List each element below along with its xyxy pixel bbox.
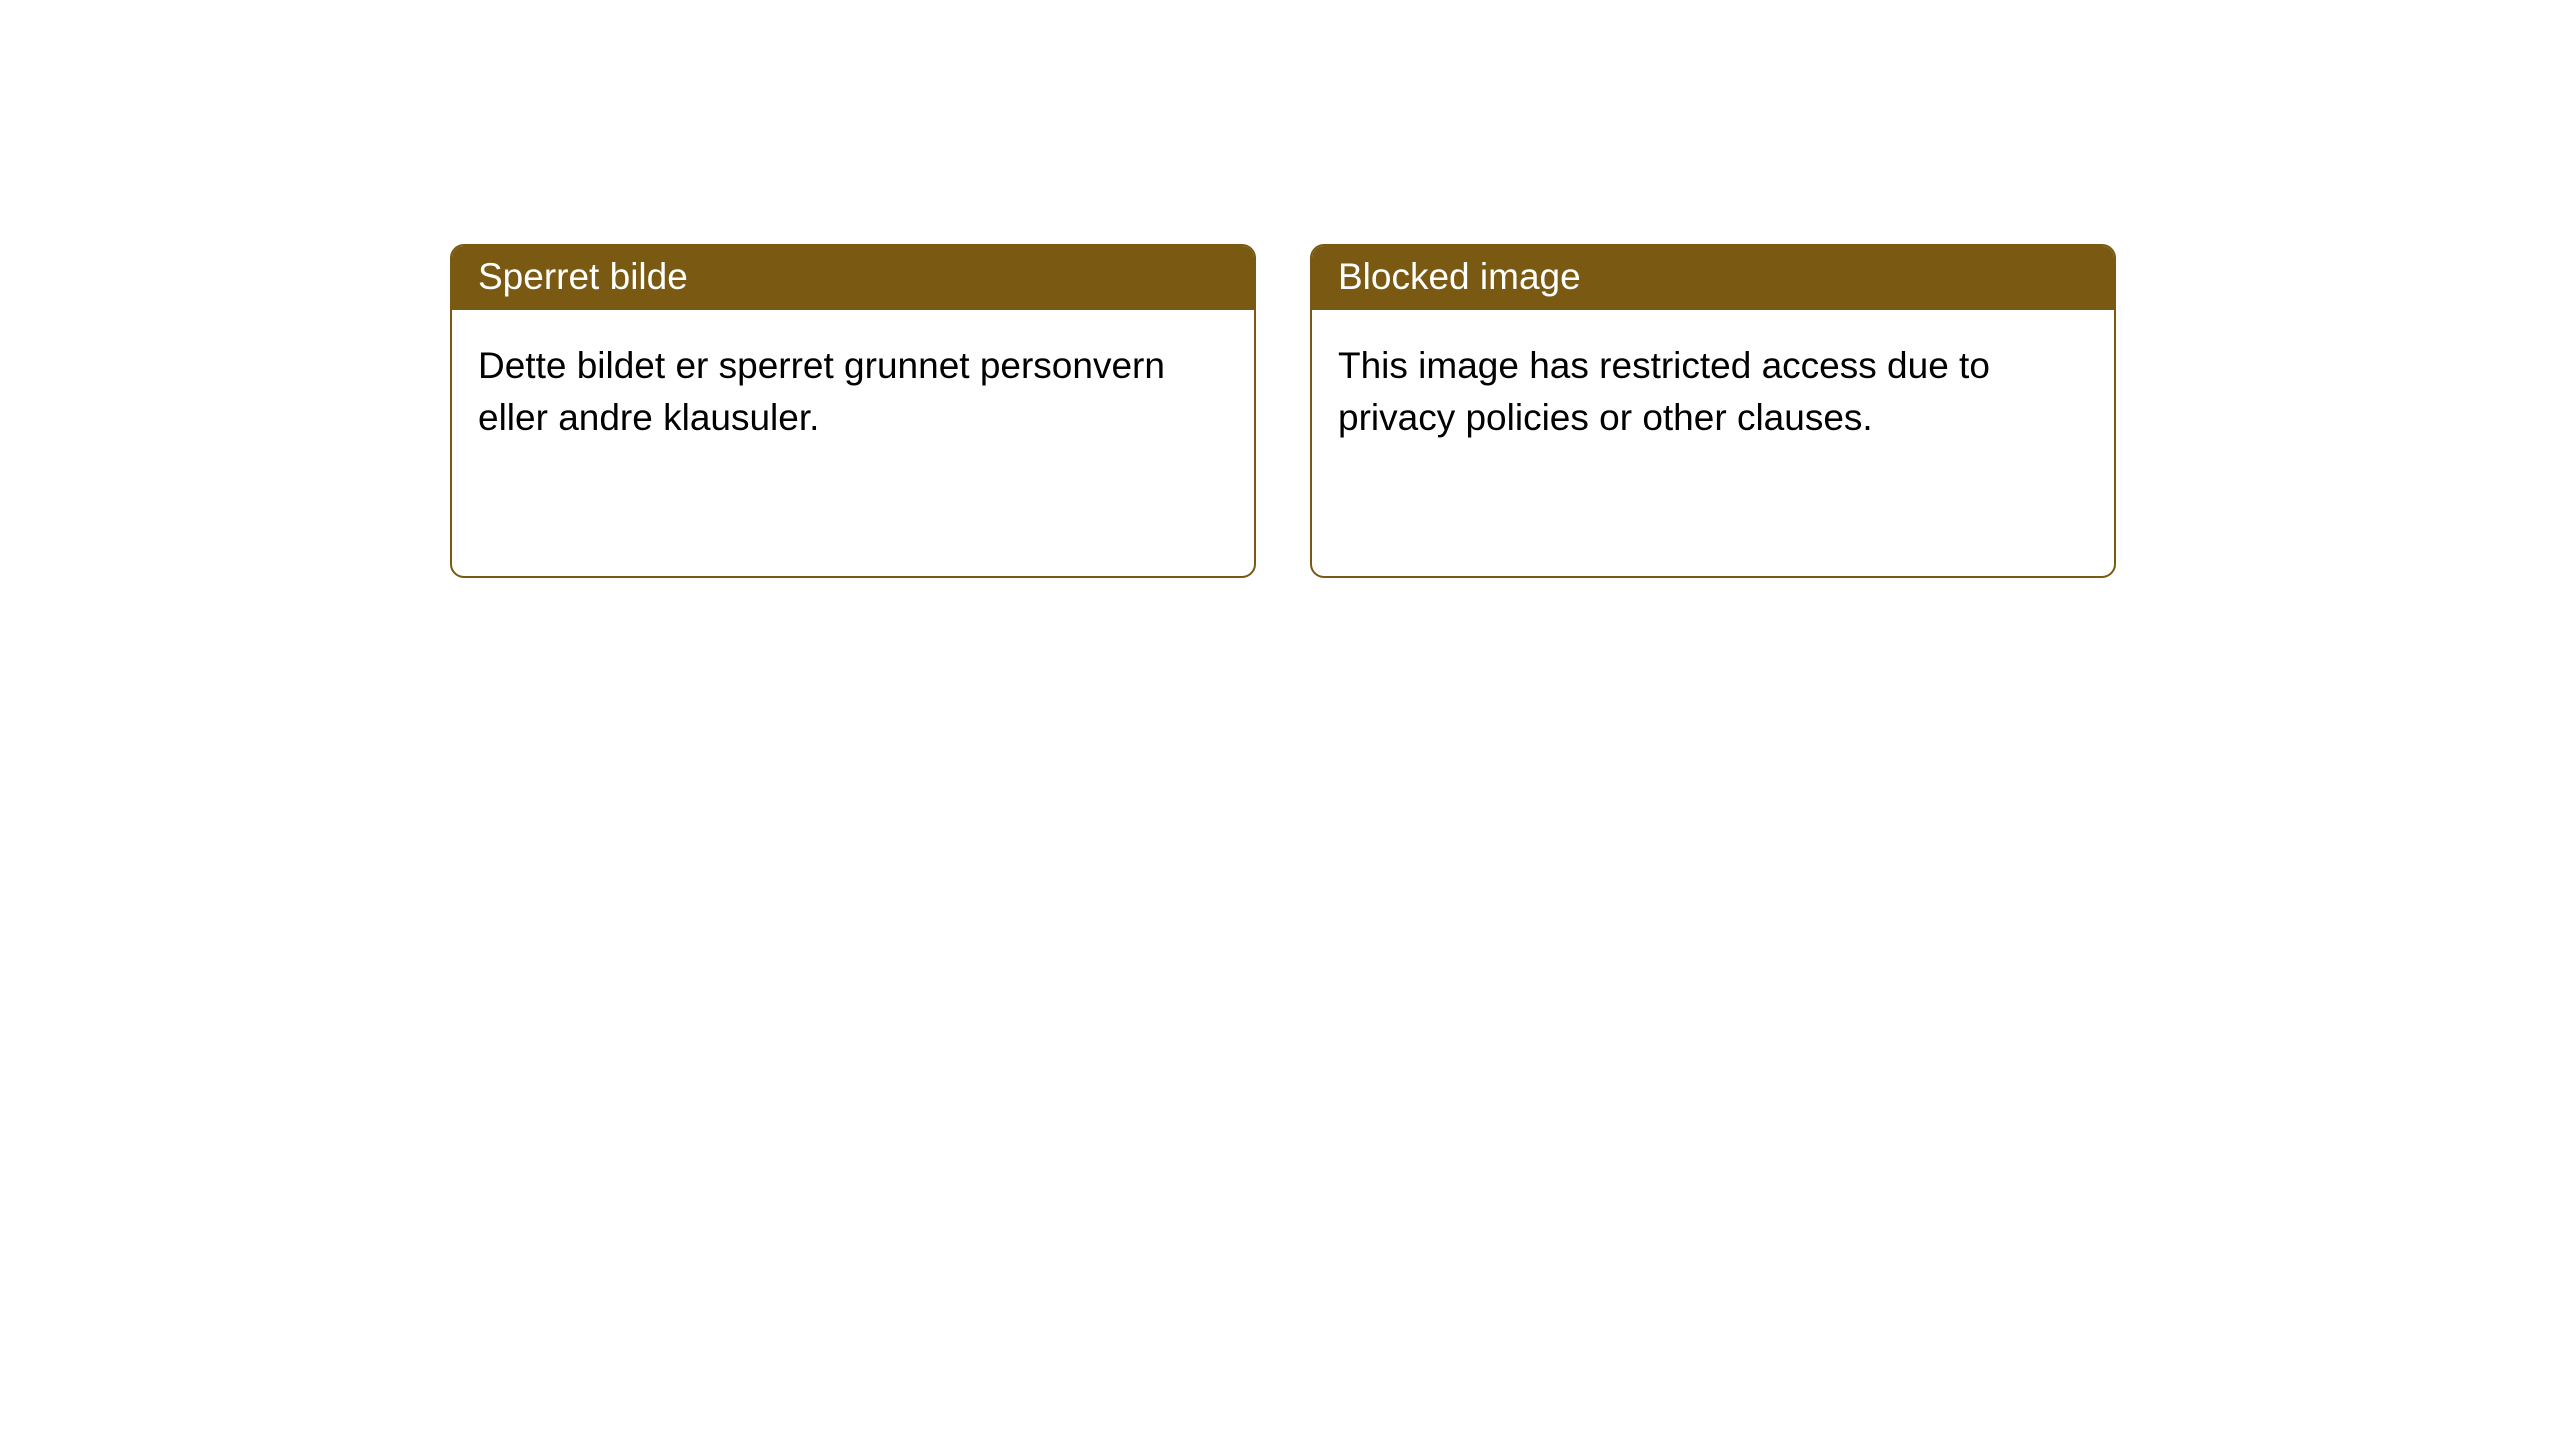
blocked-image-card-no: Sperret bilde Dette bildet er sperret gr…: [450, 244, 1256, 578]
card-body-no: Dette bildet er sperret grunnet personve…: [452, 310, 1254, 474]
card-title-no: Sperret bilde: [452, 246, 1254, 310]
cards-container: Sperret bilde Dette bildet er sperret gr…: [0, 0, 2560, 578]
card-body-en: This image has restricted access due to …: [1312, 310, 2114, 474]
blocked-image-card-en: Blocked image This image has restricted …: [1310, 244, 2116, 578]
card-title-en: Blocked image: [1312, 246, 2114, 310]
